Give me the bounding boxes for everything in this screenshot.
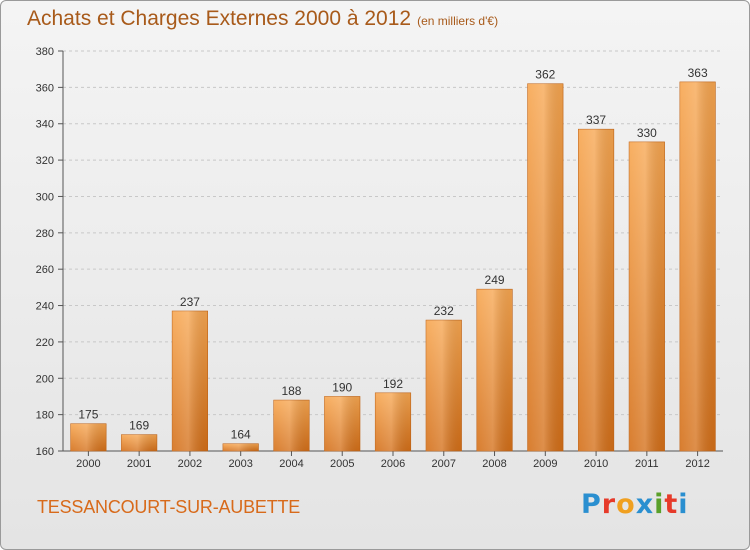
x-tick-label: 2008 bbox=[482, 458, 506, 470]
bar-value-label: 169 bbox=[129, 419, 149, 433]
x-tick-label: 2011 bbox=[635, 458, 659, 470]
logo-letter: i bbox=[678, 489, 689, 520]
bar-value-label: 362 bbox=[535, 68, 555, 82]
y-tick-label: 160 bbox=[36, 446, 54, 458]
x-tick-label: 2010 bbox=[584, 458, 608, 470]
y-tick-label: 180 bbox=[36, 410, 54, 422]
bar-shine bbox=[70, 423, 107, 451]
y-tick-label: 340 bbox=[36, 119, 54, 131]
bar-value-label: 232 bbox=[434, 304, 454, 318]
bar-shine bbox=[375, 392, 411, 451]
x-tick-label: 2000 bbox=[76, 458, 100, 470]
y-tick-label: 220 bbox=[36, 337, 54, 349]
logo-letter: r bbox=[601, 489, 617, 520]
bar-value-label: 175 bbox=[78, 408, 98, 422]
bar-value-label: 190 bbox=[332, 380, 352, 394]
bar-shine bbox=[273, 400, 310, 451]
chart-title-text: Achats et Charges Externes 2000 à 2012 bbox=[27, 7, 412, 30]
x-tick-label: 2001 bbox=[127, 458, 151, 470]
bars bbox=[70, 81, 716, 452]
logo-letter: o bbox=[616, 489, 636, 520]
bar-value-label: 237 bbox=[180, 295, 200, 309]
x-tick-label: 2007 bbox=[432, 458, 456, 470]
bar-value-label: 192 bbox=[383, 377, 403, 391]
axes: 160 180 200 220 240 260 280 300 320 340 360 380 2000… bbox=[36, 46, 723, 470]
y-tick-label: 380 bbox=[36, 46, 54, 58]
bar-value-label: 363 bbox=[688, 66, 708, 80]
y-tick-label: 280 bbox=[36, 228, 54, 240]
chart-unit: (en milliers d'€) bbox=[417, 14, 499, 28]
grid-lines bbox=[63, 50, 723, 416]
y-tick-label: 320 bbox=[36, 155, 54, 167]
bar-shine bbox=[679, 81, 716, 451]
data-labels: 175 169 237 164 188 190 192 232 249 362 337 330 363 bbox=[78, 66, 708, 442]
bar-value-label: 164 bbox=[231, 428, 251, 442]
y-tick-label: 200 bbox=[36, 373, 54, 385]
x-tick-label: 2012 bbox=[685, 458, 709, 470]
bar-shine bbox=[476, 289, 513, 451]
bar-value-label: 330 bbox=[637, 126, 657, 140]
chart-title: Achats et Charges Externes 2000 à 2012 (e… bbox=[27, 7, 498, 31]
proxiti-logo: Proxiti bbox=[581, 489, 689, 520]
bar-shine bbox=[121, 434, 157, 451]
x-tick-label: 2005 bbox=[330, 458, 354, 470]
x-tick-label: 2002 bbox=[178, 458, 202, 470]
bar-value-label: 249 bbox=[485, 273, 505, 287]
y-tick-label: 360 bbox=[36, 82, 54, 94]
logo-letter: i bbox=[654, 489, 665, 520]
commune-name: TESSANCOURT-SUR-AUBETTE bbox=[37, 497, 301, 517]
x-tick-label: 2004 bbox=[279, 458, 303, 470]
bar-shine bbox=[527, 83, 564, 452]
bar-shine bbox=[222, 443, 259, 451]
bar-value-label: 188 bbox=[281, 384, 301, 398]
logo-letter: t bbox=[664, 489, 679, 520]
y-tick-label: 240 bbox=[36, 301, 54, 313]
x-tick-label: 2009 bbox=[533, 458, 557, 470]
y-tick-label: 260 bbox=[36, 264, 54, 276]
bar-shine bbox=[324, 396, 360, 451]
bar-shine bbox=[578, 129, 614, 451]
bar-shine bbox=[426, 320, 462, 451]
y-tick-label: 300 bbox=[36, 191, 54, 203]
bar-shine bbox=[629, 141, 665, 451]
x-tick-label: 2003 bbox=[228, 458, 252, 470]
logo-letter: P bbox=[581, 489, 602, 520]
bar-shine bbox=[172, 311, 208, 451]
bar-value-label: 337 bbox=[586, 113, 606, 127]
logo-letter: x bbox=[635, 489, 655, 520]
x-tick-label: 2006 bbox=[381, 458, 405, 470]
